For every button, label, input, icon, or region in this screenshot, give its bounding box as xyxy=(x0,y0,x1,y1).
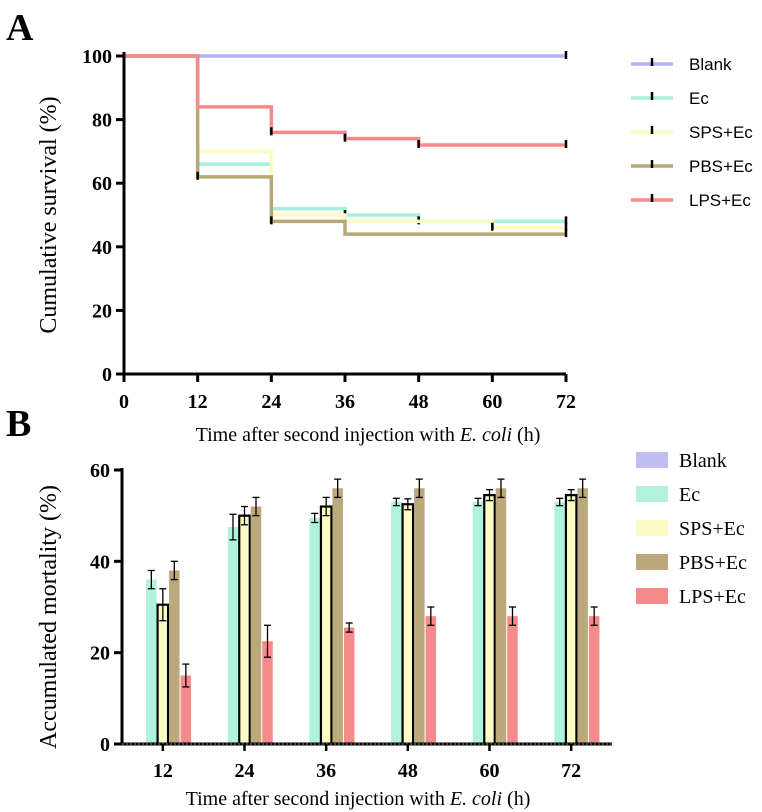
legend-label-ec: Ec xyxy=(689,89,709,108)
bar-ec xyxy=(309,517,320,744)
y-axis-label: Accumulated mortality (%) xyxy=(36,485,62,749)
xlabel-part: (h) xyxy=(512,424,540,446)
mortality-chart: 0 20 40 60 12 24 36 48 60 72 Accumulated mortality… xyxy=(36,450,747,810)
legend-swatch-sps-ec xyxy=(636,520,668,536)
bar-lps-ec xyxy=(507,616,518,744)
x-tick-label: 72 xyxy=(561,760,581,782)
x-axis-label: Time after second injection with E. coli… xyxy=(196,424,541,446)
bar-lps-ec xyxy=(343,627,355,744)
x-axis-label: Time after second injection with E. coli… xyxy=(186,788,531,810)
bar-ec xyxy=(554,501,565,744)
x-tick-label: 0 xyxy=(119,391,129,413)
x-tick-label: 24 xyxy=(235,760,255,782)
xlabel-italic: E. coli xyxy=(449,788,502,810)
panel-label-b: B xyxy=(6,403,31,445)
x-tick-label: 12 xyxy=(153,760,173,782)
legend-label-lps-ec: LPS+Ec xyxy=(679,586,746,608)
series-line-sps-ec xyxy=(124,54,566,230)
legend-label-sps-ec: SPS+Ec xyxy=(689,123,753,142)
x-tick-label: 36 xyxy=(335,391,355,413)
x-tick-label: 60 xyxy=(480,760,500,782)
bar-pbs-ec xyxy=(169,570,180,744)
bar-sps-ec xyxy=(564,494,578,746)
xlabel-part: Time after second injection with xyxy=(186,788,450,810)
y-tick-label: 40 xyxy=(90,551,110,573)
bar-pbs-ec xyxy=(495,488,507,744)
bar-lps-ec xyxy=(425,616,437,744)
legend-swatch-blank xyxy=(636,452,668,468)
bar-sps-ec xyxy=(401,503,415,746)
survival-chart: 0 20 40 60 80 100 0 12 24 36 48 60 72 Cumulative surv… xyxy=(36,46,753,446)
panel-label-a: A xyxy=(6,7,34,49)
x-tick-label: 36 xyxy=(316,760,336,782)
legend-label-pbs-ec: PBS+Ec xyxy=(689,157,753,176)
legend-label-blank: Blank xyxy=(689,55,732,74)
y-tick-label: 0 xyxy=(102,364,112,386)
y-tick-label: 80 xyxy=(92,110,112,132)
bar-pbs-ec xyxy=(332,488,343,744)
legend-label-ec: Ec xyxy=(679,484,700,506)
y-tick-label: 0 xyxy=(100,734,110,756)
legend-swatch-ec xyxy=(636,486,668,502)
x-tick-label: 48 xyxy=(398,760,418,782)
bar-lps-ec xyxy=(262,641,273,744)
bar-sps-ec xyxy=(156,603,170,746)
series-line-lps-ec xyxy=(124,54,566,147)
y-tick-label: 20 xyxy=(90,643,110,665)
bar-ec xyxy=(472,501,484,744)
x-tick-label: 24 xyxy=(261,391,281,413)
legend-label-sps-ec: SPS+Ec xyxy=(679,518,745,540)
xlabel-part: (h) xyxy=(502,788,530,810)
bar-ec xyxy=(391,501,402,744)
bar-pbs-ec xyxy=(250,506,262,744)
legend-swatch-lps-ec xyxy=(636,588,668,604)
legend-swatch-pbs-ec xyxy=(636,554,668,570)
x-tick-label: 72 xyxy=(556,391,576,413)
x-tick-label: 12 xyxy=(188,391,208,413)
bar-pbs-ec xyxy=(577,488,588,744)
legend-label-pbs-ec: PBS+Ec xyxy=(679,552,747,574)
x-tick-label: 60 xyxy=(482,391,502,413)
bar-ec xyxy=(146,579,157,744)
y-tick-label: 100 xyxy=(82,46,112,68)
bar-sps-ec xyxy=(238,514,251,746)
bar-pbs-ec xyxy=(414,488,425,744)
bar-sps-ec xyxy=(319,505,333,746)
xlabel-italic: E. coli xyxy=(459,424,512,446)
y-axis-label: Cumulative survival (%) xyxy=(36,96,62,333)
x-tick-label: 48 xyxy=(409,391,429,413)
xlabel-part: Time after second injection with xyxy=(196,424,460,446)
legend-label-lps-ec: LPS+Ec xyxy=(689,191,751,210)
y-tick-label: 20 xyxy=(92,300,112,322)
y-tick-label: 40 xyxy=(92,237,112,259)
bar-sps-ec xyxy=(483,494,496,746)
bar-lps-ec xyxy=(180,675,192,744)
bar-lps-ec xyxy=(588,616,600,744)
bar-ec xyxy=(227,527,239,744)
y-tick-label: 60 xyxy=(92,173,112,195)
legend-label-blank: Blank xyxy=(679,450,727,472)
y-tick-label: 60 xyxy=(90,460,110,482)
